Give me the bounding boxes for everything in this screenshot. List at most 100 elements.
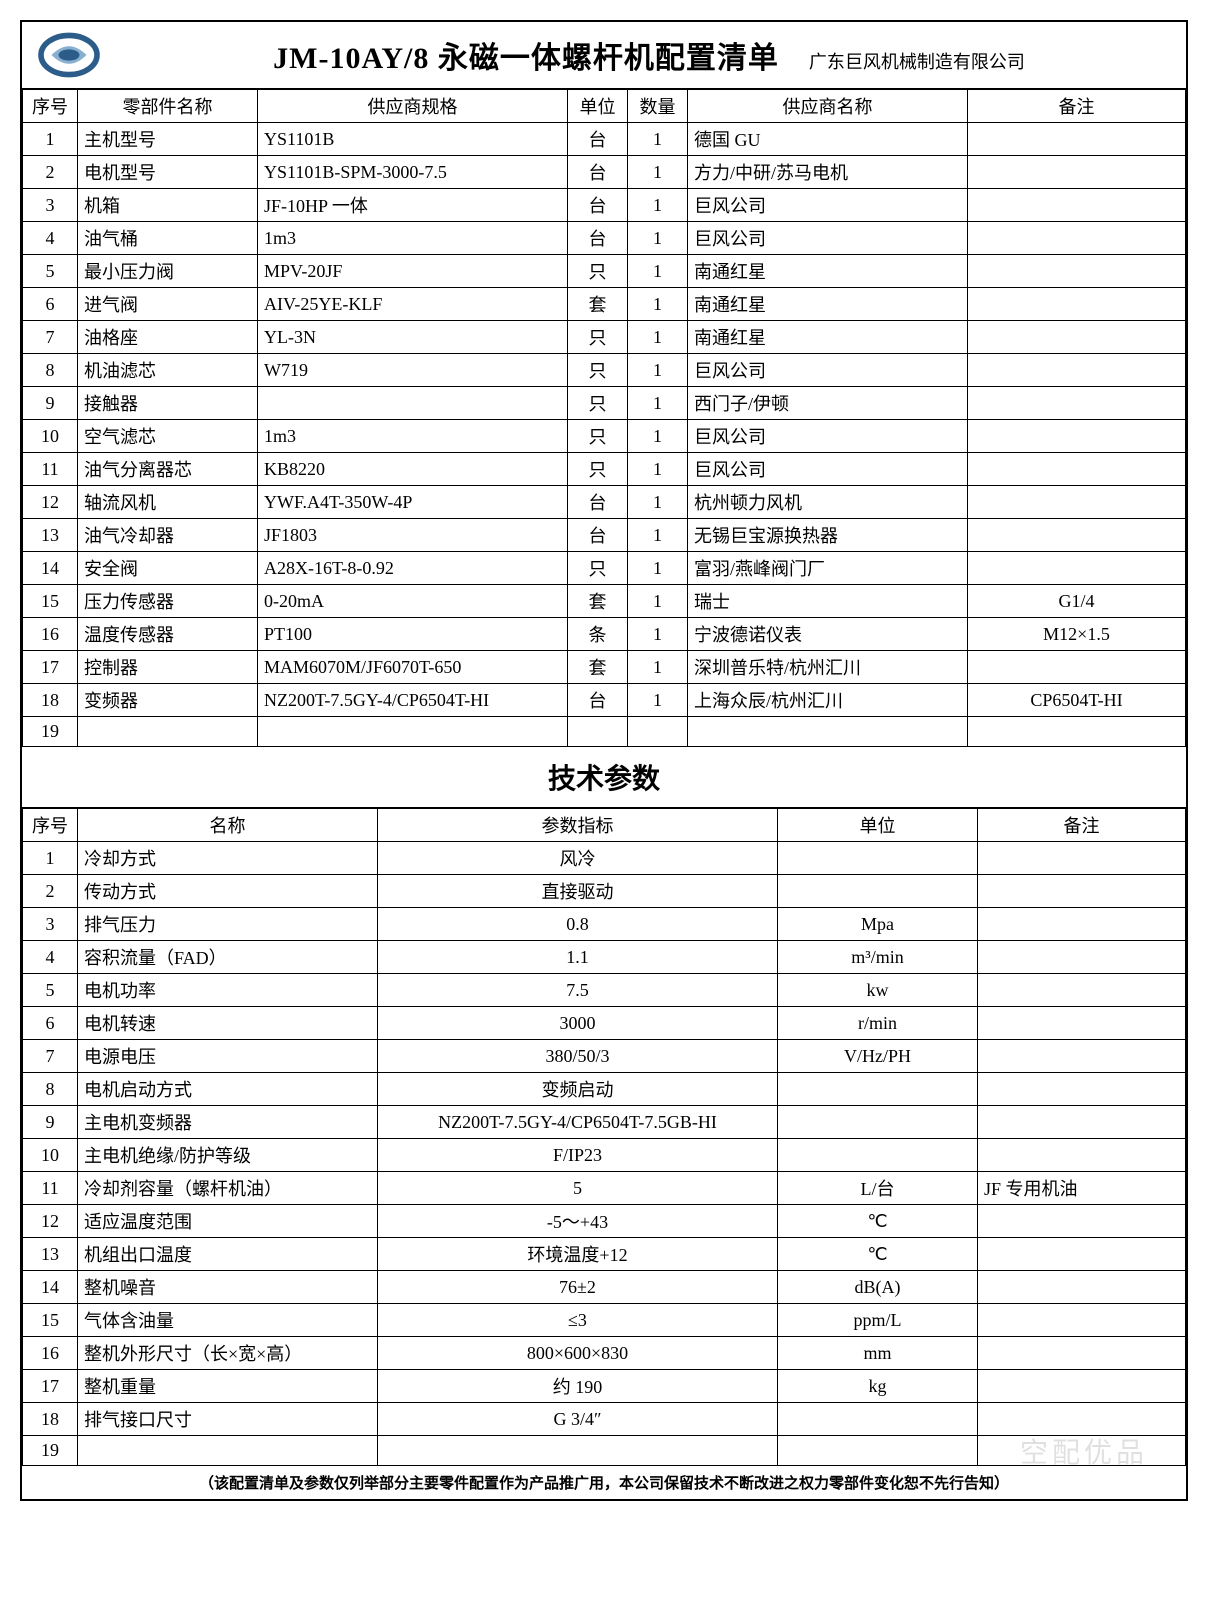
- table-cell: PT100: [258, 618, 568, 651]
- table-cell: 15: [23, 1304, 78, 1337]
- table-cell: 整机重量: [78, 1370, 378, 1403]
- table-cell: 6: [23, 1007, 78, 1040]
- table-cell: 容积流量（FAD）: [78, 941, 378, 974]
- table-cell: YS1101B-SPM-3000-7.5: [258, 156, 568, 189]
- table-cell: 巨风公司: [688, 354, 968, 387]
- table-cell: 1: [628, 255, 688, 288]
- table-cell: [978, 1139, 1186, 1172]
- table-cell: 巨风公司: [688, 189, 968, 222]
- table-cell: 1: [628, 288, 688, 321]
- table-cell: ℃: [778, 1238, 978, 1271]
- table-cell: 富羽/燕峰阀门厂: [688, 552, 968, 585]
- table-cell: 主电机变频器: [78, 1106, 378, 1139]
- table-cell: 1: [628, 354, 688, 387]
- header2-param: 参数指标: [378, 809, 778, 842]
- table-cell: 台: [568, 486, 628, 519]
- table-cell: 6: [23, 288, 78, 321]
- table-cell: r/min: [778, 1007, 978, 1040]
- table-cell: 7.5: [378, 974, 778, 1007]
- table-cell: ppm/L: [778, 1304, 978, 1337]
- tech-table-header-row: 序号 名称 参数指标 单位 备注: [23, 809, 1186, 842]
- table-cell: ℃: [778, 1205, 978, 1238]
- table-cell: [968, 717, 1186, 747]
- table-cell: 7: [23, 1040, 78, 1073]
- table-cell: 巨风公司: [688, 222, 968, 255]
- table-cell: [978, 1271, 1186, 1304]
- table-cell: 宁波德诺仪表: [688, 618, 968, 651]
- table-cell: 800×600×830: [378, 1337, 778, 1370]
- table-cell: 只: [568, 255, 628, 288]
- table-cell: 接触器: [78, 387, 258, 420]
- table-cell: 台: [568, 684, 628, 717]
- table-row: 2传动方式直接驱动: [23, 875, 1186, 908]
- table-cell: 13: [23, 519, 78, 552]
- table-row: 4油气桶1m3台1巨风公司: [23, 222, 1186, 255]
- table-row: 17整机重量约 190kg: [23, 1370, 1186, 1403]
- table-cell: 南通红星: [688, 321, 968, 354]
- table-cell: 无锡巨宝源换热器: [688, 519, 968, 552]
- table-row: 15压力传感器0-20mA套1瑞士G1/4: [23, 585, 1186, 618]
- table-row: 9接触器只1西门子/伊顿: [23, 387, 1186, 420]
- table-cell: -5～+43: [378, 1205, 778, 1238]
- table-cell: 冷却剂容量（螺杆机油）: [78, 1172, 378, 1205]
- table-cell: 变频器: [78, 684, 258, 717]
- table-cell: 7: [23, 321, 78, 354]
- table-cell: kg: [778, 1370, 978, 1403]
- table-row: 3排气压力0.8Mpa: [23, 908, 1186, 941]
- table-cell: 压力传感器: [78, 585, 258, 618]
- table-cell: 76±2: [378, 1271, 778, 1304]
- table-cell: 17: [23, 651, 78, 684]
- table-cell: 1: [628, 156, 688, 189]
- table-cell: 只: [568, 453, 628, 486]
- table-cell: 主机型号: [78, 123, 258, 156]
- table-cell: [968, 321, 1186, 354]
- table-cell: NZ200T-7.5GY-4/CP6504T-7.5GB-HI: [378, 1106, 778, 1139]
- table-cell: 1: [23, 123, 78, 156]
- table-cell: 控制器: [78, 651, 258, 684]
- table-cell: 2: [23, 875, 78, 908]
- table-row: 15气体含油量≤3ppm/L: [23, 1304, 1186, 1337]
- table-cell: JF-10HP 一体: [258, 189, 568, 222]
- table-cell: 冷却方式: [78, 842, 378, 875]
- table-cell: [378, 1436, 778, 1466]
- table-cell: 18: [23, 1403, 78, 1436]
- table-cell: 12: [23, 486, 78, 519]
- tech-params-title: 技术参数: [22, 747, 1186, 808]
- table-row: 18变频器NZ200T-7.5GY-4/CP6504T-HI台1上海众辰/杭州汇…: [23, 684, 1186, 717]
- table-row: 1主机型号YS1101B台1德国 GU: [23, 123, 1186, 156]
- table-row: 16整机外形尺寸（长×宽×高）800×600×830mm: [23, 1337, 1186, 1370]
- table-row: 19: [23, 1436, 1186, 1466]
- table-cell: 适应温度范围: [78, 1205, 378, 1238]
- table-cell: [968, 651, 1186, 684]
- table-cell: 进气阀: [78, 288, 258, 321]
- table-cell: mm: [778, 1337, 978, 1370]
- table-cell: [978, 842, 1186, 875]
- table-cell: 变频启动: [378, 1073, 778, 1106]
- table-cell: [978, 1370, 1186, 1403]
- header2-name: 名称: [78, 809, 378, 842]
- table-row: 6进气阀AIV-25YE-KLF套1南通红星: [23, 288, 1186, 321]
- table-cell: YWF.A4T-350W-4P: [258, 486, 568, 519]
- table-cell: 巨风公司: [688, 420, 968, 453]
- table-cell: [968, 387, 1186, 420]
- table-row: 16温度传感器PT100条1宁波德诺仪表M12×1.5: [23, 618, 1186, 651]
- table-cell: 机箱: [78, 189, 258, 222]
- table-cell: 只: [568, 387, 628, 420]
- table-cell: [778, 1403, 978, 1436]
- table-cell: 整机外形尺寸（长×宽×高）: [78, 1337, 378, 1370]
- table-cell: 油气冷却器: [78, 519, 258, 552]
- table-cell: [978, 1007, 1186, 1040]
- table-cell: ≤3: [378, 1304, 778, 1337]
- table-cell: [978, 1073, 1186, 1106]
- tech-params-table: 序号 名称 参数指标 单位 备注 1冷却方式风冷2传动方式直接驱动3排气压力0.…: [22, 808, 1186, 1466]
- table-cell: 机组出口温度: [78, 1238, 378, 1271]
- table-cell: [778, 1436, 978, 1466]
- table-cell: KB8220: [258, 453, 568, 486]
- table-cell: 8: [23, 1073, 78, 1106]
- table-cell: L/台: [778, 1172, 978, 1205]
- header2-remark: 备注: [978, 809, 1186, 842]
- table-cell: 19: [23, 1436, 78, 1466]
- main-title: JM-10AY/8 永磁一体螺杆机配置清单: [273, 33, 779, 77]
- table-row: 12适应温度范围-5～+43℃: [23, 1205, 1186, 1238]
- table-cell: 1: [628, 189, 688, 222]
